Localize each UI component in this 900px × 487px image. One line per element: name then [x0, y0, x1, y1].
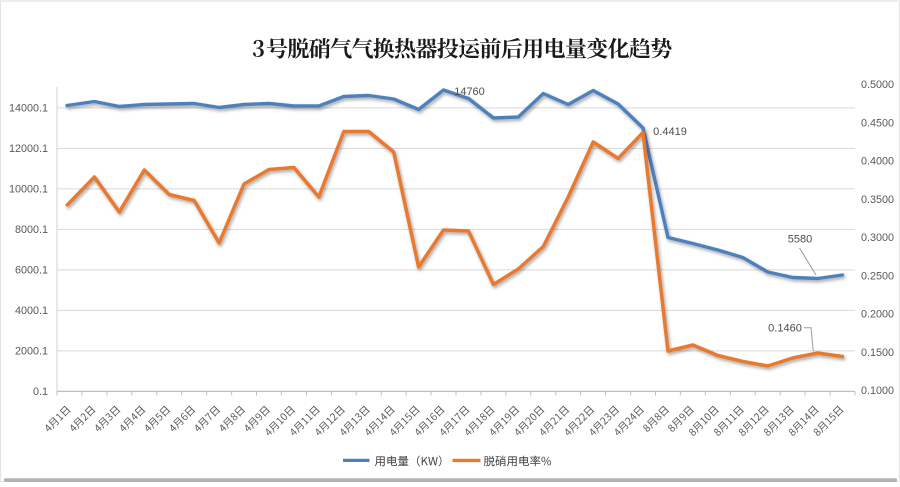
svg-text:0.2500: 0.2500 — [861, 270, 894, 282]
svg-text:0.1000: 0.1000 — [861, 385, 894, 397]
svg-text:6000.1: 6000.1 — [15, 265, 48, 277]
svg-text:0.2000: 0.2000 — [861, 309, 894, 321]
svg-text:0.1500: 0.1500 — [861, 347, 894, 359]
svg-text:14760: 14760 — [454, 86, 485, 98]
svg-text:0.1460: 0.1460 — [768, 323, 802, 335]
svg-text:0.4500: 0.4500 — [861, 117, 894, 129]
svg-text:12000.1: 12000.1 — [9, 143, 48, 155]
svg-text:5580: 5580 — [788, 234, 812, 246]
svg-text:0.4419: 0.4419 — [653, 126, 687, 138]
svg-text:8000.1: 8000.1 — [15, 224, 48, 236]
svg-text:0.3500: 0.3500 — [861, 194, 894, 206]
svg-text:0.3000: 0.3000 — [861, 232, 894, 244]
svg-text:0.5000: 0.5000 — [861, 79, 894, 91]
svg-text:0.1: 0.1 — [33, 386, 48, 398]
svg-text:2000.1: 2000.1 — [15, 346, 48, 358]
svg-text:0.4000: 0.4000 — [861, 156, 894, 168]
svg-text:10000.1: 10000.1 — [9, 184, 48, 196]
svg-text:4000.1: 4000.1 — [15, 305, 48, 317]
svg-text:14000.1: 14000.1 — [9, 103, 48, 115]
